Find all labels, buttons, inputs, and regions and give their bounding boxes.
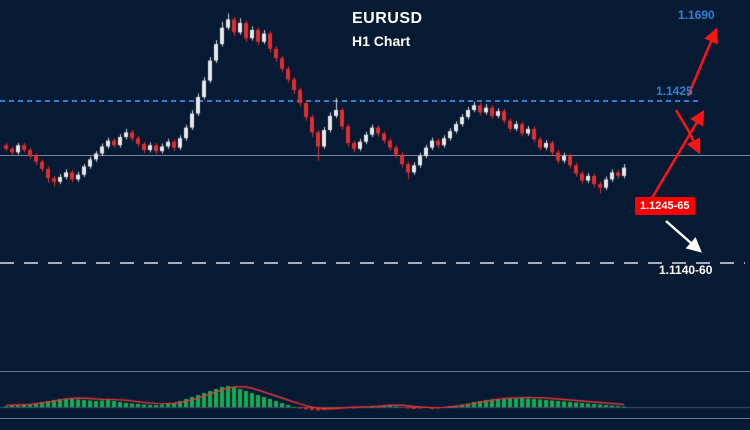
support-zone-badge: 1.1245-65: [635, 197, 695, 215]
chart-title-timeframe: H1 Chart: [352, 33, 411, 49]
upper-target-price-label: 1.1690: [678, 8, 715, 22]
indicator-panel-divider-bottom: [0, 418, 750, 419]
chart-title-symbol: EURUSD: [352, 10, 423, 27]
indicator-panel-divider-top: [0, 371, 750, 372]
lower-zone-price-label: 1.1140-60: [659, 263, 713, 277]
resistance-price-label: 1.1425: [656, 84, 693, 98]
